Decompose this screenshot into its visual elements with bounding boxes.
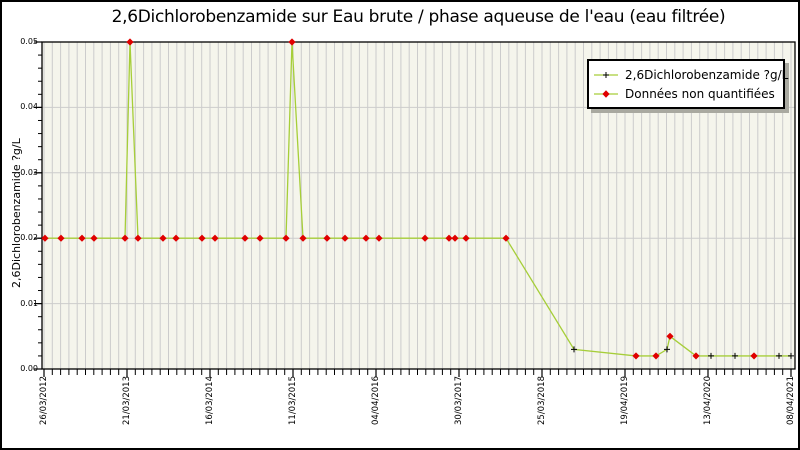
x-tick-label: 04/04/2016 [371, 376, 381, 425]
data-point-nonquantified-diamond [78, 234, 86, 242]
data-point-nonquantified-diamond [282, 234, 290, 242]
series-line-plus-icon [594, 71, 618, 78]
y-tick-label: 0.05 [20, 37, 38, 46]
data-point-nonquantified-diamond [632, 352, 640, 360]
x-tick-label: 30/03/2017 [454, 376, 464, 425]
legend-item-series: 2,6Dichlorobenzamide ?g/L [593, 65, 788, 84]
data-point-nonquantified-diamond [375, 234, 383, 242]
data-point-nonquantified-diamond [198, 234, 206, 242]
data-point-nonquantified-diamond [462, 234, 470, 242]
data-point-nonquantified-diamond [502, 234, 510, 242]
data-point-quantified-plus [776, 352, 782, 359]
data-point-nonquantified-diamond [445, 234, 453, 242]
x-tick-label: 16/03/2014 [205, 376, 215, 425]
data-point-nonquantified-diamond [159, 234, 167, 242]
y-tick-label: 0.01 [20, 298, 38, 308]
data-point-nonquantified-diamond [57, 234, 65, 242]
chart-title: 2,6Dichlorobenzamide sur Eau brute / pha… [111, 7, 726, 27]
data-point-quantified-plus [732, 352, 738, 359]
x-tick-label: 21/03/2013 [122, 376, 132, 425]
data-point-nonquantified-diamond [421, 234, 429, 242]
plot-frame [41, 41, 796, 370]
data-point-nonquantified-diamond [134, 234, 142, 242]
data-point-quantified-plus [664, 346, 670, 353]
data-point-nonquantified-diamond [692, 352, 700, 360]
y-tick-label: 0.02 [20, 233, 38, 243]
data-point-nonquantified-diamond [299, 234, 307, 242]
data-point-quantified-plus [708, 352, 714, 359]
data-point-nonquantified-diamond [121, 234, 129, 242]
data-point-nonquantified-diamond [666, 332, 674, 340]
x-tick-label: 11/03/2015 [288, 376, 298, 425]
x-tick-label: 08/04/2021 [786, 376, 796, 425]
x-tick-label: 26/03/2012 [39, 376, 49, 425]
x-tick-label: 19/04/2019 [620, 376, 630, 425]
data-point-nonquantified-diamond [652, 352, 660, 360]
data-point-nonquantified-diamond [41, 234, 49, 242]
series-line [45, 41, 791, 357]
data-point-nonquantified-diamond [288, 38, 296, 46]
legend-label-series: 2,6Dichlorobenzamide ?g/L [625, 67, 789, 82]
y-tick-label: 0.04 [20, 102, 38, 112]
legend-item-nonquantified: Données non quantifiées [593, 84, 783, 103]
data-point-nonquantified-diamond [451, 234, 459, 242]
data-point-nonquantified-diamond [341, 234, 349, 242]
data-point-nonquantified-diamond [211, 234, 219, 242]
data-point-nonquantified-diamond [256, 234, 264, 242]
data-point-nonquantified-diamond [90, 234, 98, 242]
legend-label-nonquantified: Données non quantifiées [625, 86, 775, 101]
data-point-nonquantified-diamond [172, 234, 180, 242]
y-tick-label: 0.00 [20, 364, 38, 373]
nonquantified-diamond-icon [594, 89, 618, 98]
y-tick-label: 0.03 [20, 167, 38, 177]
data-point-nonquantified-diamond [362, 234, 370, 242]
data-point-nonquantified-diamond [241, 234, 249, 242]
data-point-nonquantified-diamond [323, 234, 331, 242]
x-tick-label: 25/03/2018 [537, 376, 547, 425]
data-point-quantified-plus [571, 346, 577, 353]
data-point-quantified-plus [788, 352, 794, 359]
legend: 2,6Dichlorobenzamide ?g/L Données non qu… [587, 59, 788, 109]
data-point-nonquantified-diamond [750, 352, 758, 360]
x-tick-label: 13/04/2020 [703, 376, 713, 425]
